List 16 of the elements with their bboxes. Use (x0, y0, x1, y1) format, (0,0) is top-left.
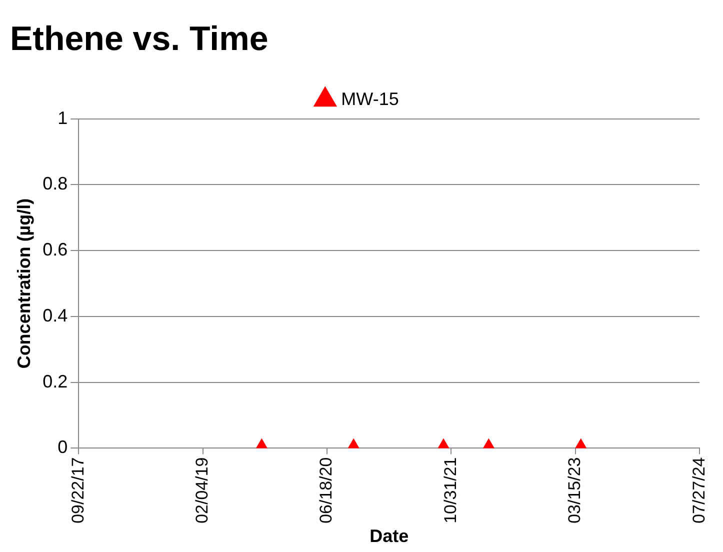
chart-title: Ethene vs. Time (10, 20, 268, 58)
legend-label: MW-15 (341, 88, 399, 109)
x-tick-label: 02/04/19 (192, 457, 212, 524)
y-tick-label: 0.6 (42, 240, 68, 260)
y-tick-label: 0.8 (42, 174, 68, 194)
x-tick-label: 07/27/24 (689, 457, 708, 524)
x-tick-label: 03/15/23 (565, 457, 584, 524)
y-axis-title: Concentration (µg/l) (14, 198, 34, 369)
y-tick-label: 0.2 (42, 371, 68, 392)
x-tick-label: 10/31/21 (440, 457, 460, 524)
x-axis-title: Date (370, 526, 409, 546)
x-tick-label: 06/18/20 (316, 457, 336, 524)
x-tick-label: 09/22/17 (68, 457, 88, 524)
y-tick-label: 0 (58, 437, 68, 458)
y-tick-label: 0.4 (42, 305, 68, 326)
y-tick-label: 1 (58, 108, 68, 128)
